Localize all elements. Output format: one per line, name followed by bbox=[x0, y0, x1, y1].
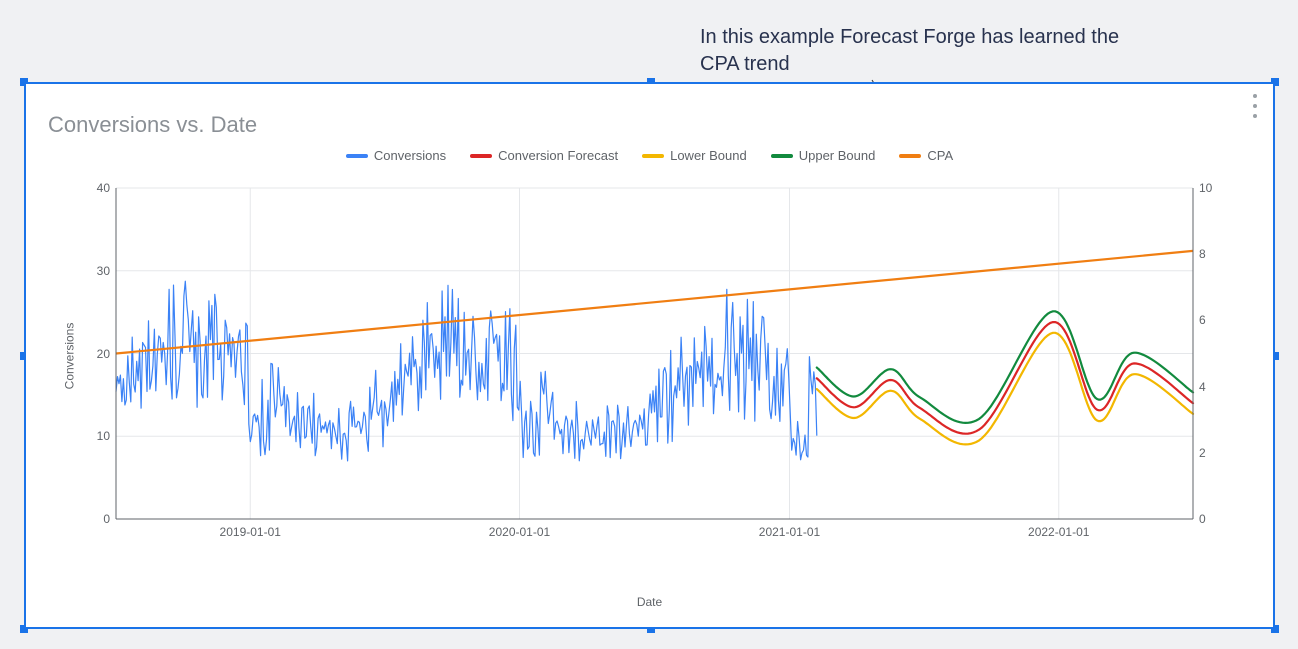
legend-label: Conversions bbox=[374, 148, 446, 163]
series-cpa bbox=[116, 251, 1193, 354]
legend-item[interactable]: Conversion Forecast bbox=[470, 148, 618, 163]
axis-tick-label: 10 bbox=[1199, 181, 1212, 195]
chart-title: Conversions vs. Date bbox=[48, 112, 257, 138]
series-lower-bound bbox=[817, 333, 1193, 445]
axis-tick-label: 0 bbox=[1199, 512, 1206, 526]
legend-swatch bbox=[642, 154, 664, 158]
x-axis-label: Date bbox=[26, 595, 1273, 609]
y-axis-left-label: Conversions bbox=[62, 322, 76, 389]
axis-tick-label: 0 bbox=[103, 512, 110, 526]
legend-item[interactable]: Conversions bbox=[346, 148, 446, 163]
legend-label: CPA bbox=[927, 148, 953, 163]
legend-item[interactable]: Lower Bound bbox=[642, 148, 747, 163]
legend-swatch bbox=[899, 154, 921, 158]
axis-tick-label: 2021-01-01 bbox=[759, 525, 820, 539]
annotation-text: In this example Forecast Forge has learn… bbox=[700, 24, 1120, 78]
series-conversions bbox=[116, 281, 817, 461]
axis-tick-label: 2022-01-01 bbox=[1028, 525, 1089, 539]
axis-tick-label: 10 bbox=[97, 429, 110, 443]
axis-tick-label: 2 bbox=[1199, 446, 1206, 460]
axis-tick-label: 20 bbox=[97, 347, 110, 361]
axis-tick-label: 4 bbox=[1199, 380, 1206, 394]
axis-tick-label: 30 bbox=[97, 264, 110, 278]
axis-tick-label: 8 bbox=[1199, 247, 1206, 261]
legend-swatch bbox=[346, 154, 368, 158]
plot-area: 0 10 20 30 40 0 2 4 6 8 10 2019-01-01 2020-01-01 2021… bbox=[86, 184, 1223, 547]
legend-item[interactable]: Upper Bound bbox=[771, 148, 876, 163]
axis-tick-label: 6 bbox=[1199, 313, 1206, 327]
chart-card: Conversions vs. Date ConversionsConversi… bbox=[24, 82, 1275, 629]
kebab-menu-icon[interactable] bbox=[1247, 94, 1263, 118]
axis-tick-label: 40 bbox=[97, 181, 110, 195]
legend-label: Lower Bound bbox=[670, 148, 747, 163]
legend-swatch bbox=[470, 154, 492, 158]
legend-swatch bbox=[771, 154, 793, 158]
legend: Conversions Conversion Forecast Lower Boun… bbox=[26, 148, 1273, 163]
legend-item[interactable]: CPA bbox=[899, 148, 953, 163]
legend-label: Conversion Forecast bbox=[498, 148, 618, 163]
axis-tick-label: 2020-01-01 bbox=[489, 525, 550, 539]
series-conversion-forecast bbox=[817, 322, 1193, 434]
axis-tick-label: 2019-01-01 bbox=[220, 525, 281, 539]
legend-label: Upper Bound bbox=[799, 148, 876, 163]
plot-svg bbox=[86, 184, 1223, 547]
stage: In this example Forecast Forge has learn… bbox=[0, 0, 1298, 649]
